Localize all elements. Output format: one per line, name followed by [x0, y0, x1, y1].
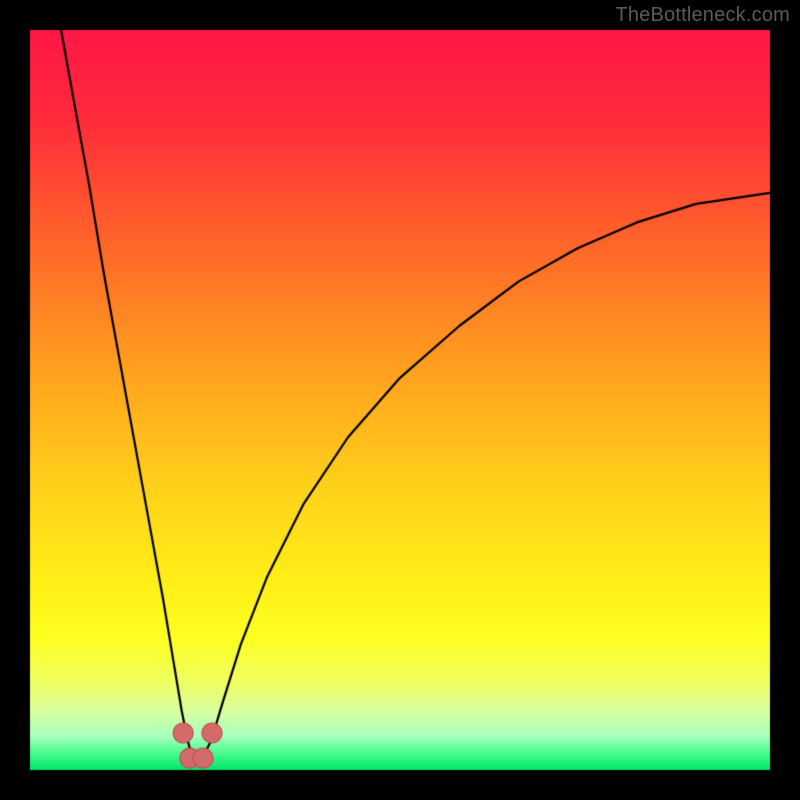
chart-container: TheBottleneck.com — [0, 0, 800, 800]
watermark-text: TheBottleneck.com — [615, 4, 790, 27]
bottleneck-chart-canvas — [0, 0, 800, 800]
